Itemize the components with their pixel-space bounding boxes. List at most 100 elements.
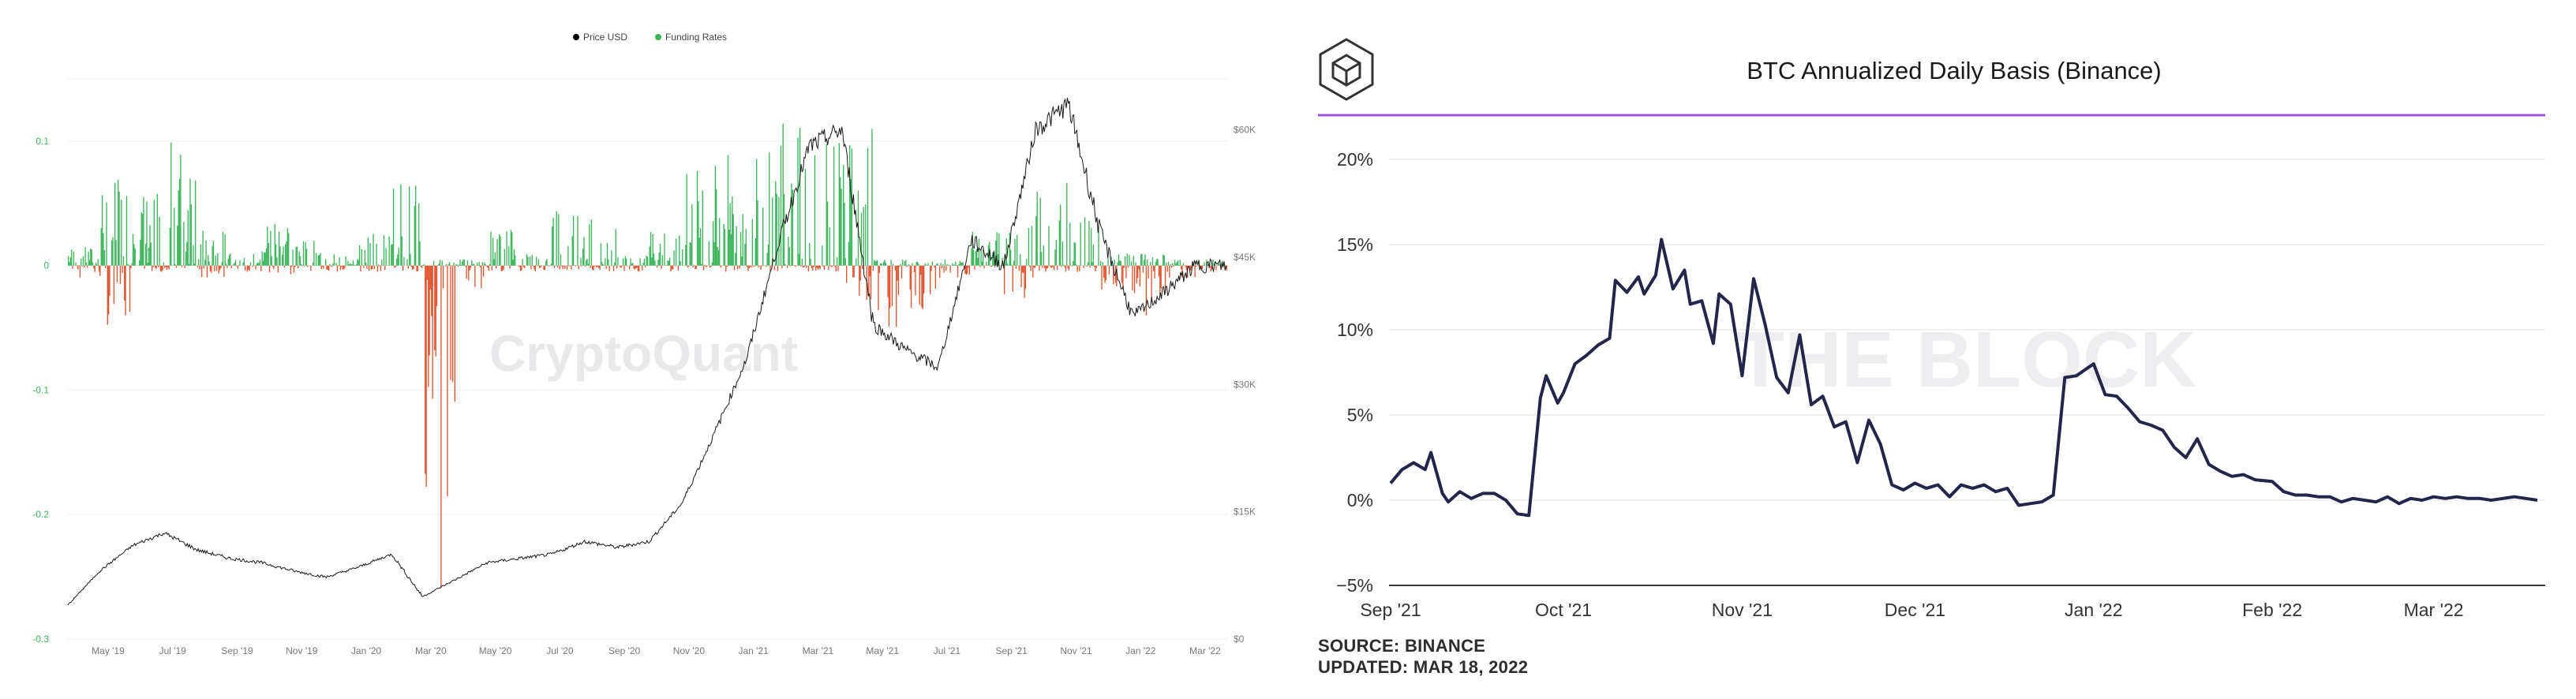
funding-bar-negative: [834, 265, 836, 267]
funding-bar-positive: [90, 249, 92, 266]
funding-bar-positive: [708, 241, 710, 266]
funding-bar-negative: [500, 265, 503, 271]
funding-bar-negative: [223, 265, 225, 277]
funding-bar-positive: [526, 254, 528, 266]
funding-bar-positive: [535, 256, 537, 266]
funding-bar-positive: [1011, 264, 1013, 266]
funding-bar-positive: [267, 226, 268, 266]
funding-bar-positive: [447, 264, 449, 266]
funding-bar-positive: [797, 137, 799, 266]
funding-bar-positive: [942, 264, 944, 266]
funding-bar-positive: [1178, 264, 1180, 266]
funding-bar-positive: [84, 247, 86, 266]
funding-bar-negative: [199, 265, 200, 270]
funding-bar-negative: [949, 265, 951, 273]
funding-bar-positive: [477, 264, 479, 266]
funding-bar-positive: [980, 251, 982, 266]
funding-bar-positive: [127, 264, 129, 266]
funding-bar-positive: [149, 225, 151, 266]
y-tick-label: 10%: [1337, 320, 1373, 340]
funding-bar-positive: [494, 252, 496, 266]
funding-bar-negative: [1136, 265, 1137, 284]
funding-bar-positive: [355, 264, 358, 266]
funding-bar-positive: [140, 211, 142, 266]
funding-bar-negative: [819, 265, 821, 270]
funding-bar-positive: [101, 195, 103, 266]
funding-bar-negative: [1113, 265, 1114, 285]
funding-bar-negative: [720, 265, 721, 268]
funding-bar-negative: [564, 265, 566, 269]
funding-bar-positive: [732, 214, 734, 266]
funding-bar-negative: [1164, 265, 1166, 293]
funding-bar-negative: [575, 265, 576, 267]
funding-bar-positive: [178, 190, 179, 266]
funding-bar-negative: [899, 265, 900, 267]
funding-bar-positive: [438, 263, 440, 266]
funding-bar-negative: [394, 265, 395, 268]
funding-bar-negative: [702, 265, 705, 271]
funding-bar-positive: [1110, 256, 1112, 266]
funding-bar-negative: [167, 265, 169, 267]
funding-bar-negative: [209, 265, 212, 271]
funding-bar-positive: [1100, 260, 1102, 266]
funding-bar-negative: [119, 265, 122, 285]
funding-bar-positive: [138, 260, 140, 266]
funding-bar-positive: [1206, 260, 1208, 266]
funding-bar-positive: [131, 263, 133, 266]
funding-bar-positive: [711, 262, 713, 266]
funding-bar-negative: [436, 265, 438, 306]
funding-bar-negative: [710, 265, 712, 267]
funding-bar-negative: [749, 265, 751, 267]
funding-bar-positive: [318, 255, 320, 266]
funding-bar-negative: [301, 265, 303, 267]
funding-bar-positive: [537, 259, 539, 266]
funding-bar-positive: [1155, 261, 1157, 266]
funding-bar-positive: [833, 146, 835, 266]
funding-bar-positive: [292, 249, 294, 266]
funding-bar-negative: [763, 265, 765, 267]
funding-bar-negative: [786, 265, 788, 268]
funding-bar-positive: [198, 259, 200, 266]
funding-bar-positive: [1156, 259, 1158, 266]
funding-bar-positive: [668, 260, 670, 266]
funding-bar-positive: [1176, 262, 1178, 266]
funding-bar-negative: [331, 265, 333, 267]
funding-bar-positive: [298, 251, 300, 266]
funding-bar-positive: [696, 170, 698, 266]
funding-bar-negative: [518, 265, 519, 267]
funding-bar-positive: [698, 237, 700, 266]
funding-bar-negative: [1023, 265, 1024, 273]
funding-bar-negative: [822, 265, 824, 267]
funding-bar-negative: [485, 265, 488, 267]
funding-bar-positive: [1217, 262, 1219, 266]
funding-bar-negative: [450, 265, 451, 380]
funding-bar-positive: [972, 231, 974, 266]
funding-bar-negative: [376, 265, 379, 272]
funding-bar-negative: [966, 265, 968, 275]
funding-bar-negative: [1169, 265, 1170, 278]
funding-bar-positive: [112, 237, 114, 266]
funding-bar-negative: [736, 265, 739, 270]
funding-bar-negative: [672, 265, 674, 270]
funding-bar-negative: [593, 265, 596, 267]
funding-bar-positive: [717, 250, 720, 266]
funding-bar-negative: [670, 265, 672, 272]
funding-bar-negative: [1108, 265, 1110, 275]
funding-bar-negative: [803, 265, 805, 267]
funding-bar-negative: [1021, 265, 1024, 273]
funding-bar-positive: [238, 264, 240, 266]
funding-bar-negative: [608, 265, 610, 271]
funding-bar-negative: [165, 265, 167, 267]
funding-bar-negative: [561, 265, 563, 267]
funding-bar-positive: [775, 181, 777, 266]
funding-bar-negative: [164, 265, 166, 268]
funding-bar-positive: [403, 256, 405, 266]
funding-bar-positive: [504, 249, 506, 266]
funding-bar-positive: [961, 262, 963, 266]
funding-bar-positive: [953, 264, 954, 266]
funding-bar-negative: [994, 265, 996, 267]
funding-bar-negative: [638, 265, 640, 272]
funding-bar-negative: [1024, 265, 1027, 290]
funding-bar-positive: [183, 222, 185, 266]
funding-bar-negative: [310, 265, 312, 271]
